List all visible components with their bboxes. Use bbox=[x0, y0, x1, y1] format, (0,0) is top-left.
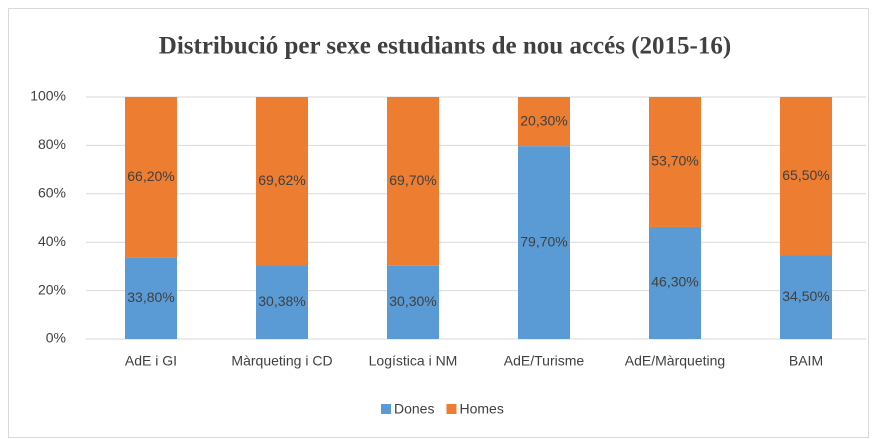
x-tick-label: Màrqueting i CD bbox=[231, 353, 332, 369]
legend-swatch bbox=[446, 404, 457, 414]
legend-swatch bbox=[381, 404, 391, 414]
x-tick-label: AdE i GI bbox=[125, 353, 177, 369]
bar-segment bbox=[649, 226, 701, 339]
data-label: 69,70% bbox=[389, 172, 436, 188]
bar-segment bbox=[125, 97, 177, 258]
y-tick-label: 40% bbox=[38, 233, 66, 249]
y-tick-label: 80% bbox=[38, 136, 66, 152]
bar-segment bbox=[780, 97, 832, 256]
bar-segment bbox=[518, 97, 570, 147]
data-label: 65,50% bbox=[782, 167, 829, 183]
bar-segment bbox=[387, 97, 439, 266]
x-tick-label: AdE/Turisme bbox=[504, 353, 585, 369]
bar-segment bbox=[649, 97, 701, 227]
legend-label: Dones bbox=[394, 401, 434, 417]
legend-label: Homes bbox=[459, 401, 503, 417]
y-tick-label: 100% bbox=[30, 88, 66, 104]
bar-segment bbox=[125, 257, 177, 339]
y-tick-label: 60% bbox=[38, 185, 66, 201]
data-label: 30,38% bbox=[258, 293, 305, 309]
bar-segment bbox=[780, 255, 832, 339]
data-label: 66,20% bbox=[127, 168, 174, 184]
x-tick-label: BAIM bbox=[789, 353, 823, 369]
y-tick-label: 0% bbox=[46, 330, 66, 346]
chart-title: Distribució per sexe estudiants de nou a… bbox=[159, 33, 731, 60]
data-label: 30,30% bbox=[389, 293, 436, 309]
data-label: 33,80% bbox=[127, 289, 174, 305]
data-label: 53,70% bbox=[651, 153, 698, 169]
bar-segment bbox=[256, 265, 308, 339]
data-label: 69,62% bbox=[258, 172, 305, 188]
x-tick-label: Logística i NM bbox=[369, 353, 458, 369]
data-label: 46,30% bbox=[651, 274, 698, 290]
x-tick-label: AdE/Màrqueting bbox=[625, 353, 725, 369]
bar-segment bbox=[256, 97, 308, 266]
data-label: 34,50% bbox=[782, 288, 829, 304]
bar-segment bbox=[387, 265, 439, 339]
data-label: 79,70% bbox=[520, 233, 567, 249]
y-tick-label: 20% bbox=[38, 281, 66, 297]
bar-segment bbox=[518, 146, 570, 339]
data-label: 20,30% bbox=[520, 112, 567, 128]
